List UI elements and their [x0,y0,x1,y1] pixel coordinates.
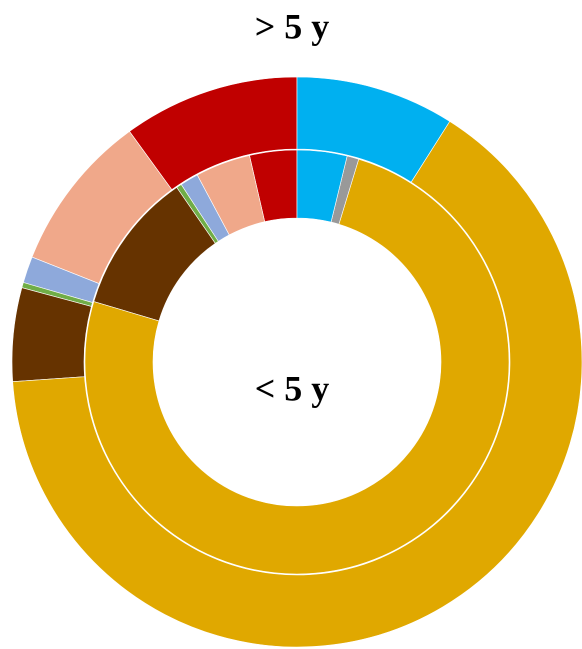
donut-slice [176,184,219,244]
donut-slice [330,155,360,225]
donut-slice [12,120,582,648]
donut-slice [180,174,230,242]
donut-slice [21,282,93,307]
inner-ring-label: < 5 y [255,368,330,408]
donut-slice [196,155,266,236]
donut-slice [296,76,451,183]
donut-slice [84,158,510,575]
donut-slice [93,186,216,322]
donut-slice [11,287,92,383]
outer-ring-label: > 5 y [255,6,330,46]
donut-slice [296,149,348,223]
donut-slice [31,131,173,284]
donut-slice [22,256,100,303]
